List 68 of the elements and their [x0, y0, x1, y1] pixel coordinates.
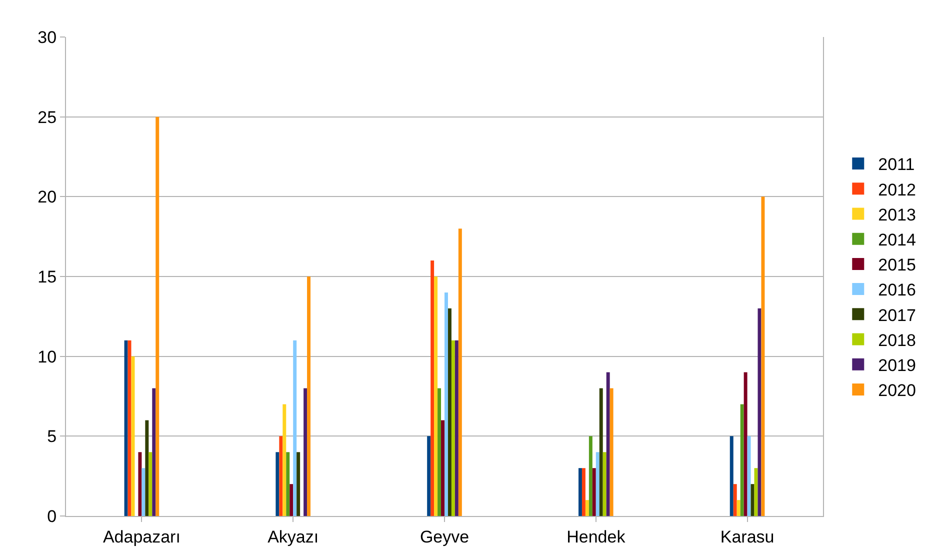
bar	[430, 260, 434, 516]
x-tick-label: Akyazı	[268, 527, 319, 546]
bar	[138, 452, 142, 516]
bar	[740, 404, 744, 516]
bar	[761, 196, 765, 516]
y-tick-label: 10	[38, 347, 57, 366]
x-tick-label: Karasu	[720, 527, 774, 546]
y-tick-label: 5	[47, 427, 57, 446]
bar	[152, 388, 156, 516]
x-tick-label: Hendek	[566, 527, 626, 546]
bar	[307, 276, 311, 516]
y-tick-label: 30	[38, 28, 57, 47]
bar	[296, 452, 300, 516]
bar	[744, 372, 748, 516]
y-tick-label: 20	[38, 188, 57, 207]
bar	[599, 388, 603, 516]
legend-label: 2015	[878, 256, 916, 275]
bar	[592, 468, 596, 516]
y-tick-label: 25	[38, 108, 57, 127]
bar	[438, 388, 442, 516]
legend-label: 2014	[878, 230, 916, 250]
bar	[293, 340, 297, 516]
legend-label: 2012	[878, 180, 916, 200]
bar	[142, 468, 146, 516]
x-tick-label: Geyve	[420, 527, 470, 546]
bar	[145, 420, 149, 516]
bar	[747, 436, 751, 516]
bar	[610, 388, 614, 516]
bar	[290, 484, 294, 516]
bar	[458, 228, 462, 516]
bar	[124, 340, 128, 516]
y-tick-label: 0	[47, 506, 57, 526]
bar	[454, 340, 458, 516]
legend-label: 2017	[878, 306, 916, 325]
bar	[596, 452, 600, 516]
y-tick-label: 15	[38, 267, 57, 286]
x-tick-label: Adapazarı	[102, 527, 180, 546]
bar	[282, 404, 286, 516]
bar	[602, 452, 606, 516]
legend-label: 2019	[878, 356, 916, 375]
bar	[588, 436, 592, 516]
bar	[578, 468, 582, 516]
bar	[606, 372, 610, 516]
legend-label: 2020	[878, 381, 916, 400]
bar	[444, 292, 448, 516]
bar	[754, 468, 758, 516]
bar	[736, 500, 740, 516]
bar	[304, 388, 308, 516]
bar	[441, 420, 444, 516]
bar	[750, 484, 754, 516]
legend-label: 2011	[878, 155, 915, 174]
bar	[276, 452, 280, 516]
legend-label: 2018	[878, 330, 916, 350]
bar	[451, 340, 455, 516]
bar	[434, 276, 438, 516]
bar	[286, 452, 290, 516]
bar	[148, 452, 152, 516]
legend-label: 2013	[878, 205, 916, 224]
bar	[448, 308, 452, 516]
bar	[582, 468, 586, 516]
bar	[279, 436, 283, 516]
legend-label: 2016	[878, 280, 916, 300]
bar	[730, 436, 734, 516]
bar	[733, 484, 737, 516]
bar	[585, 500, 589, 516]
bar	[128, 340, 132, 516]
bar	[427, 436, 431, 516]
bar	[156, 116, 160, 516]
